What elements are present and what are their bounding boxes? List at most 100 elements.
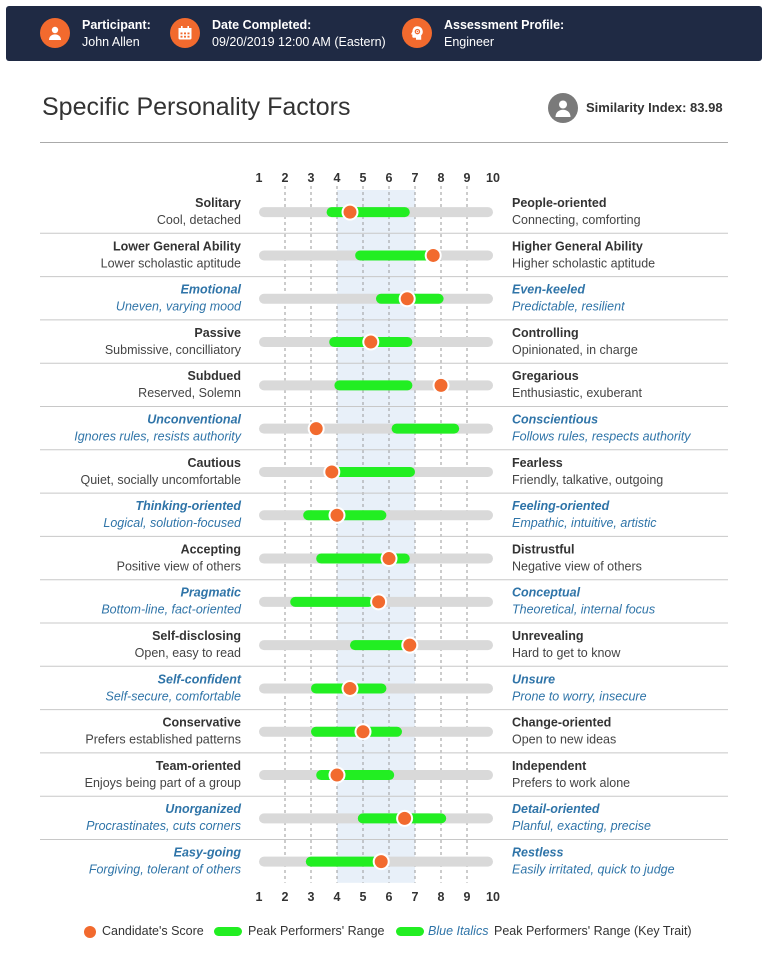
title-divider (40, 142, 728, 143)
person-icon (548, 93, 578, 123)
left-trait-label: Unorganized (165, 802, 241, 816)
left-trait-label: Emotional (181, 283, 242, 297)
peak-range-bar (290, 596, 374, 607)
factor-row: Emotional Uneven, varying mood Even-keeled… (40, 276, 728, 314)
left-trait-label: Easy-going (174, 846, 242, 860)
participant-value: John Allen (82, 35, 140, 49)
factor-row: Subdued Reserved, Solemn Gregarious Enthusi… (40, 362, 728, 400)
tick-label-bottom-10: 10 (486, 890, 500, 904)
right-trait-label: Higher General Ability (512, 239, 643, 253)
calendar-icon (170, 18, 200, 48)
left-trait-label: Conservative (162, 716, 241, 730)
left-trait-description: Reserved, Solemn (138, 386, 241, 400)
factor-row: Thinking-oriented Logical, solution-focus… (40, 492, 728, 530)
right-trait-label: Unrevealing (512, 629, 584, 643)
factor-row: Self-disclosing Open, easy to read Unrevea… (40, 622, 728, 660)
right-trait-description: Hard to get to know (512, 646, 621, 660)
tick-label-bottom-5: 5 (360, 890, 367, 904)
user-icon (40, 18, 70, 48)
right-trait-label: Independent (512, 759, 587, 773)
peak-range-bar (350, 640, 410, 651)
candidate-score-dot (401, 636, 419, 654)
left-trait-label: Self-disclosing (152, 629, 241, 643)
candidate-score-dot (323, 463, 341, 481)
factor-row: Cautious Quiet, socially uncomfortable Fea… (40, 449, 728, 487)
chart-legend: Candidate's Score Peak Performers' Range… (0, 922, 768, 942)
candidate-score-dot (341, 203, 359, 221)
candidate-score-dot (432, 376, 450, 394)
factor-row: Accepting Positive view of others Distrust… (40, 535, 728, 573)
tick-label-bottom-9: 9 (464, 890, 471, 904)
peak-range-bar (326, 207, 410, 218)
left-trait-description: Submissive, concilliatory (105, 343, 242, 357)
tick-label-top-2: 2 (282, 171, 289, 185)
left-trait-label: Unconventional (147, 413, 241, 427)
left-trait-description: Positive view of others (117, 559, 241, 573)
right-trait-description: Empathic, intuitive, artistic (512, 516, 657, 530)
right-trait-description: Higher scholastic aptitude (512, 256, 655, 270)
right-trait-description: Opinionated, in charge (512, 343, 638, 357)
candidate-score-dot (307, 420, 325, 438)
left-trait-label: Lower General Ability (113, 239, 241, 253)
factor-row: Conservative Prefers established patterns… (40, 709, 728, 747)
right-trait-description: Enthusiastic, exuberant (512, 386, 642, 400)
similarity-value: Similarity Index: 83.98 (586, 100, 723, 115)
right-trait-description: Connecting, comforting (512, 213, 641, 227)
left-trait-description: Bottom-line, fact-oriented (101, 603, 242, 617)
left-trait-description: Ignores rules, resists authority (74, 430, 241, 444)
right-trait-description: Easily irritated, quick to judge (512, 863, 675, 877)
right-trait-description: Prone to worry, insecure (512, 689, 647, 703)
tick-label-bottom-1: 1 (256, 890, 263, 904)
left-trait-description: Enjoys being part of a group (85, 776, 241, 790)
left-trait-description: Open, easy to read (135, 646, 241, 660)
candidate-score-dot (370, 593, 388, 611)
right-trait-description: Open to new ideas (512, 733, 616, 747)
right-trait-label: Controlling (512, 326, 579, 340)
profile-value: Engineer (444, 35, 495, 49)
date-value: 09/20/2019 12:00 AM (Eastern) (212, 35, 386, 49)
tick-label-bottom-2: 2 (282, 890, 289, 904)
tick-label-top-3: 3 (308, 171, 315, 185)
right-trait-description: Negative view of others (512, 559, 642, 573)
tick-label-top-9: 9 (464, 171, 471, 185)
tick-label-top-1: 1 (256, 171, 263, 185)
right-trait-description: Prefers to work alone (512, 776, 630, 790)
right-trait-label: Feeling-oriented (512, 499, 610, 513)
legend-range-label: Peak Performers' Range (248, 924, 385, 938)
tick-label-bottom-7: 7 (412, 890, 419, 904)
right-trait-label: Distrustful (512, 542, 575, 556)
report-header: Participant: John Allen Date Completed: … (6, 6, 762, 61)
tick-label-top-7: 7 (412, 171, 419, 185)
candidate-score-dot (396, 809, 414, 827)
candidate-score-dot (424, 246, 442, 264)
peak-range-bar (305, 856, 379, 867)
left-trait-label: Thinking-oriented (135, 499, 241, 513)
candidate-score-dot (328, 766, 346, 784)
candidate-score-dot (380, 550, 398, 568)
left-trait-description: Self-secure, comfortable (106, 689, 242, 703)
profile-label: Assessment Profile: (444, 18, 565, 32)
right-trait-label: Fearless (512, 456, 563, 470)
left-trait-description: Uneven, varying mood (116, 300, 242, 314)
right-trait-label: Restless (512, 846, 563, 860)
left-trait-label: Self-confident (158, 672, 242, 686)
tick-label-bottom-8: 8 (438, 890, 445, 904)
factor-row: Self-confident Self-secure, comfortable Un… (40, 665, 728, 703)
left-trait-label: Pragmatic (181, 586, 241, 600)
legend-key-range-label: Peak Performers' Range (Key Trait) (494, 924, 692, 938)
similarity-index: Similarity Index: 83.98 (548, 93, 728, 123)
tick-label-top-10: 10 (486, 171, 500, 185)
right-trait-label: Conscientious (512, 413, 598, 427)
page-title: Specific Personality Factors (42, 93, 351, 121)
left-trait-description: Logical, solution-focused (103, 516, 242, 530)
tick-label-bottom-4: 4 (334, 890, 341, 904)
tick-label-bottom-6: 6 (386, 890, 393, 904)
factor-row: Lower General Ability Lower scholastic ap… (40, 232, 728, 270)
tick-label-bottom-3: 3 (308, 890, 315, 904)
right-trait-description: Follows rules, respects authority (512, 430, 691, 444)
left-trait-label: Passive (194, 326, 241, 340)
left-trait-description: Procrastinates, cuts corners (86, 819, 241, 833)
candidate-score-dot (328, 506, 346, 524)
factor-row: Unconventional Ignores rules, resists aut… (40, 406, 728, 444)
head-gear-icon (402, 18, 432, 48)
